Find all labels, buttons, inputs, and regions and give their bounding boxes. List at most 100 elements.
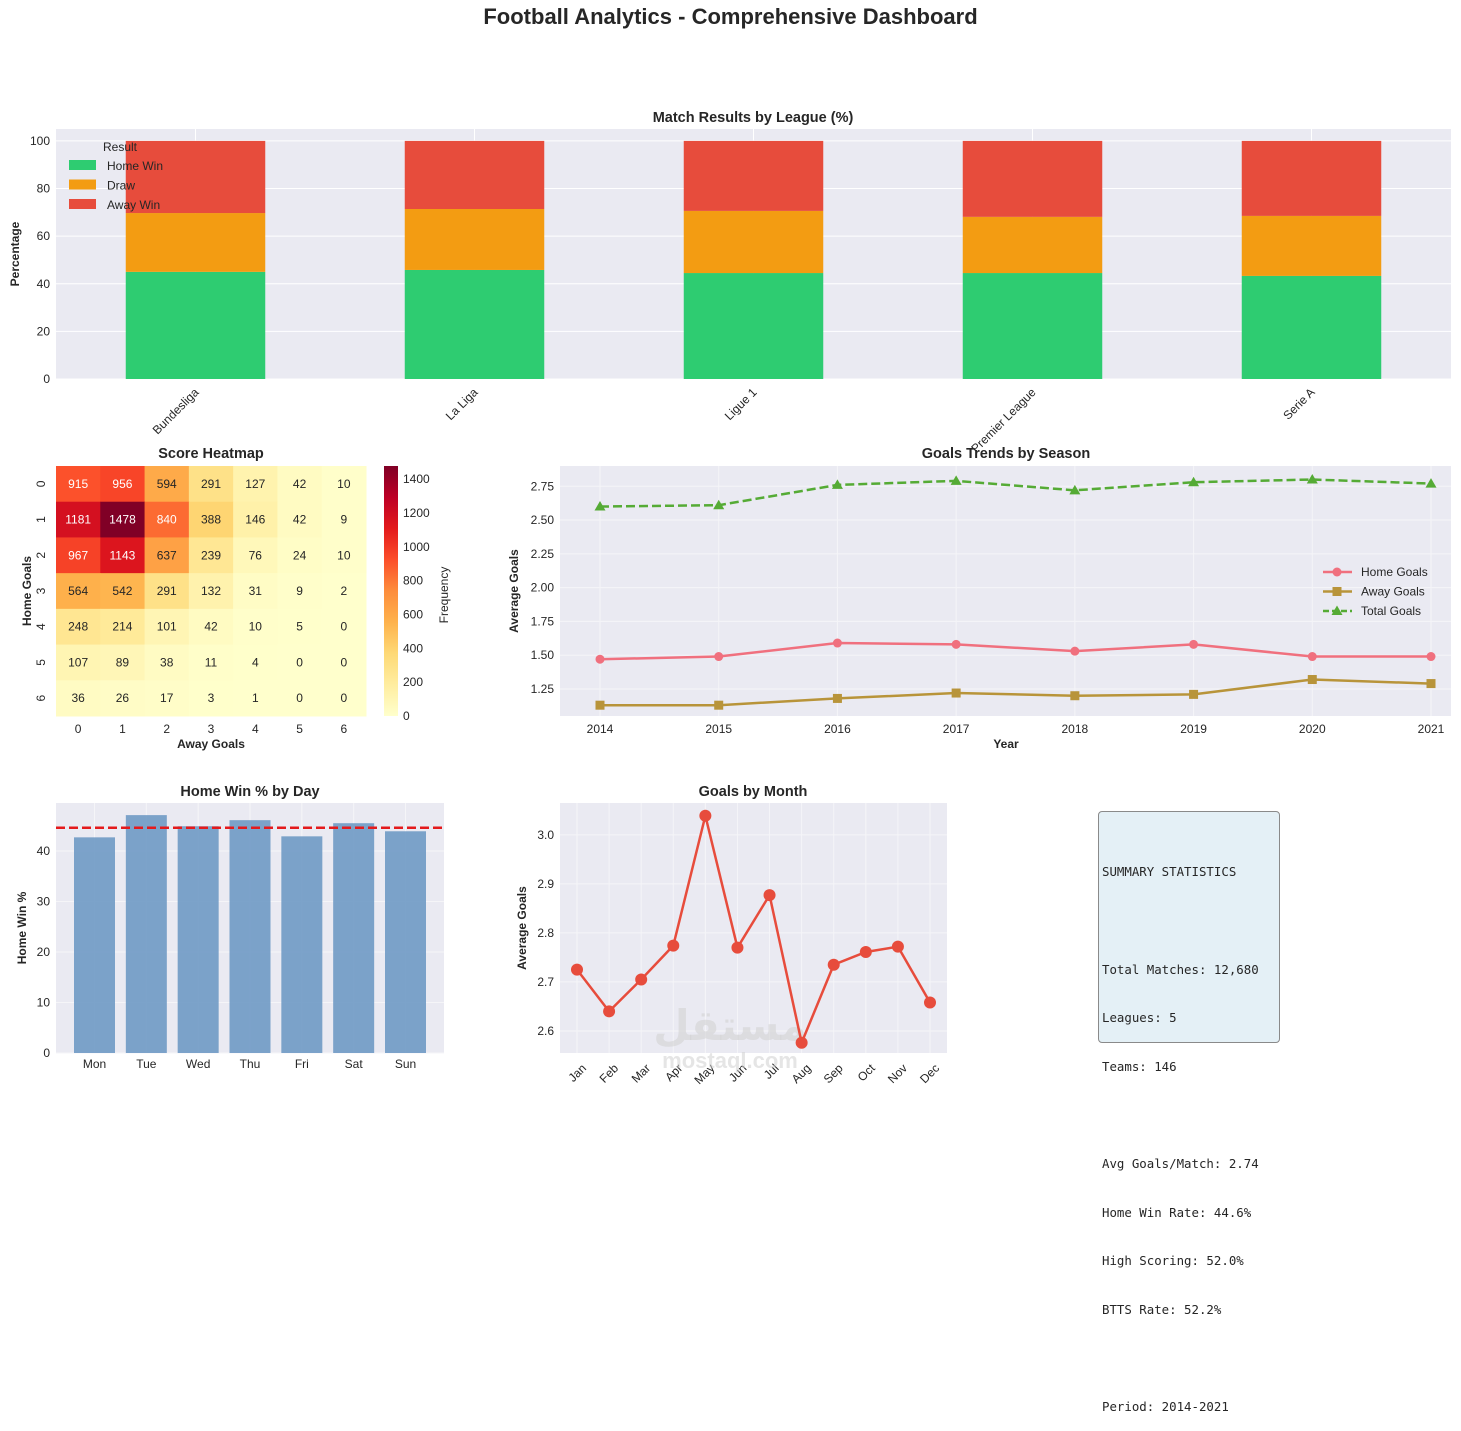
summary-line [1102, 1107, 1279, 1123]
heatmap-cell [56, 644, 101, 681]
heatmap-cell [277, 537, 323, 574]
heatmap-cell [233, 608, 278, 646]
bar-home-win [1241, 275, 1382, 379]
x-tick-label: Oct [855, 1061, 879, 1085]
data-point [1189, 689, 1199, 699]
heatmap-cell-value: 3 [208, 691, 215, 705]
summary-line: Avg Goals/Match: 2.74 [1102, 1155, 1259, 1171]
y-tick-label: 5 [34, 659, 48, 666]
goals-trends-ylabel: Average Goals [507, 549, 521, 633]
heatmap-cell [321, 608, 367, 646]
heatmap-cell-value: 42 [293, 513, 307, 527]
heatmap-cell [144, 680, 190, 717]
x-tick-label: Jan [565, 1061, 589, 1085]
colorbar-tick-label: 1000 [403, 540, 430, 554]
heatmap-cell-value: 1181 [65, 513, 91, 527]
heatmap-cell-value: 564 [68, 584, 88, 598]
bar-wed [177, 826, 219, 1053]
y-tick-label: 30 [37, 894, 51, 908]
heatmap-cell-value: 101 [157, 620, 177, 634]
data-point [832, 638, 842, 648]
summary-line [1102, 1350, 1279, 1366]
data-point [951, 639, 961, 649]
y-tick-label: 3 [34, 587, 48, 594]
heatmap-cell [233, 466, 278, 503]
data-point [924, 996, 936, 1009]
x-tick-label: La Liga [443, 385, 481, 423]
bar-draw [1241, 215, 1382, 276]
heatmap-cell-value: 915 [68, 477, 88, 491]
data-point [1188, 476, 1200, 487]
league-results-title: Match Results by League (%) [653, 110, 854, 126]
x-tick-label: 2017 [943, 722, 970, 736]
bar-draw [404, 209, 545, 270]
summary-line: Home Win Rate: 44.6% [1102, 1204, 1252, 1220]
x-tick-label: Sat [345, 1057, 364, 1071]
y-tick-label: 60 [37, 229, 51, 243]
heatmap-cell [277, 501, 323, 538]
heatmap-cell-value: 26 [116, 691, 130, 705]
data-point [831, 479, 843, 489]
y-tick-label: 2.6 [537, 1024, 554, 1038]
heatmap-cell-value: 967 [68, 548, 88, 562]
colorbar [384, 466, 398, 716]
x-tick-label: Dec [917, 1061, 942, 1086]
heatmap-cell-value: 10 [337, 548, 351, 562]
goals-trends-chart: Year Average Goals 2014 2015 2016 2017 2018 2… [507, 466, 1451, 751]
legend-marker [1332, 567, 1342, 577]
colorbar-tick-label: 800 [403, 574, 423, 588]
colorbar-label: Frequency [437, 567, 451, 624]
legend-swatch [69, 160, 96, 170]
heatmap-cell [144, 608, 190, 646]
summary-line: Total Matches: 12,680 [1102, 961, 1259, 977]
data-point [827, 958, 840, 971]
legend-label: Away Goals [1361, 585, 1425, 599]
data-point [763, 889, 776, 902]
data-point [1307, 652, 1317, 662]
y-tick-label: 2.7 [537, 975, 554, 989]
x-tick-label: 3 [208, 722, 215, 736]
score-heatmap-ylabel: Home Goals [20, 556, 34, 626]
x-tick-label: 2019 [1180, 722, 1207, 736]
heatmap-cell-value: 5 [296, 620, 303, 634]
x-tick-label: Mar [629, 1061, 654, 1086]
y-tick-label: 100 [30, 134, 50, 148]
data-point [595, 700, 605, 710]
x-tick-label: Premier League [968, 385, 1039, 456]
heatmap-cell [56, 537, 101, 574]
data-point [1426, 679, 1436, 689]
data-point [731, 941, 744, 954]
data-point [603, 1005, 616, 1018]
data-point [951, 688, 961, 698]
bar-fri [281, 836, 323, 1053]
heatmap-cell [277, 644, 323, 681]
heatmap-cell [188, 501, 234, 538]
watermark-latin: mostaql.com [662, 1048, 798, 1073]
heatmap-cell [188, 680, 234, 717]
home-win-by-day-ylabel: Home Win % [15, 891, 29, 964]
heatmap-cell-value: 214 [112, 620, 132, 634]
goals-by-month-ylabel: Average Goals [515, 886, 529, 970]
data-point [1425, 478, 1437, 488]
data-point [714, 652, 724, 662]
x-tick-label: Tue [136, 1057, 157, 1071]
bar-draw [962, 216, 1103, 274]
x-tick-label: Sun [395, 1057, 416, 1071]
data-point [1070, 691, 1080, 701]
data-point [1189, 639, 1199, 649]
heatmap-cell [277, 608, 323, 646]
heatmap-cell-value: 36 [71, 691, 85, 705]
y-tick-label: 4 [34, 623, 48, 630]
goals-by-month-chart: Goals by Month Average Goals Jan Feb Mar Ap… [515, 784, 947, 1087]
heatmap-cell-value: 11 [205, 655, 218, 669]
x-tick-label: 2018 [1062, 722, 1089, 736]
heatmap-cell-value: 38 [160, 655, 174, 669]
bar-thu [229, 820, 271, 1053]
goals-by-month-title: Goals by Month [699, 784, 808, 800]
heatmap-cell [144, 466, 190, 503]
x-tick-label: Feb [597, 1061, 622, 1086]
heatmap-cell [100, 644, 146, 681]
heatmap-cell [188, 573, 234, 610]
bar-mon [74, 837, 115, 1053]
legend-label: Total Goals [1361, 604, 1421, 618]
